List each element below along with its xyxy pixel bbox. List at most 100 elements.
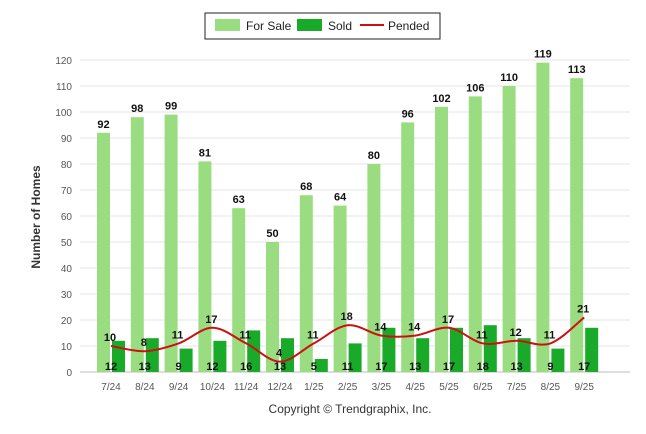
pended-data-label: 17 [442,314,454,326]
for-sale-bar [164,114,178,372]
sold-data-label: 13 [274,361,286,373]
sold-data-label: 13 [409,361,421,373]
legend-swatch-for-sale [215,19,240,31]
pended-data-label: 11 [544,329,556,341]
for-sale-bar [97,132,110,372]
sold-data-label: 9 [176,361,182,373]
for-sale-data-label: 106 [466,82,484,94]
x-tick-label: 2/25 [338,382,358,393]
pended-data-label: 14 [408,322,421,334]
pended-data-label: 12 [509,327,521,339]
copyright-text: Copyright © Trendgraphix, Inc. [269,402,432,416]
sold-data-label: 9 [547,361,553,373]
x-tick-label: 7/25 [507,382,527,393]
for-sale-data-label: 92 [97,119,109,131]
sold-data-label: 12 [105,361,117,373]
sold-bar [179,348,193,372]
legend-swatch-sold [297,19,322,31]
sold-data-label: 17 [578,361,590,373]
sold-bar [281,338,294,372]
for-sale-data-label: 96 [402,108,414,120]
for-sale-data-label: 68 [300,181,312,193]
sold-bar [450,327,463,372]
y-tick-label: 20 [61,316,73,327]
for-sale-data-label: 63 [233,194,245,206]
for-sale-data-label: 64 [334,192,347,204]
sold-data-label: 11 [342,361,354,373]
legend-label-sold: Sold [328,19,352,33]
y-tick-label: 40 [61,264,73,275]
sold-data-label: 17 [443,361,455,373]
for-sale-bar [401,122,415,373]
y-tick-label: 90 [61,134,73,145]
sold-data-label: 5 [311,361,317,373]
pended-data-label: 18 [340,311,352,323]
y-tick-label: 30 [61,290,73,301]
legend-label-pended: Pended [388,19,429,33]
for-sale-data-label: 113 [568,64,586,76]
pended-data-label: 4 [276,348,283,360]
sold-data-label: 13 [510,361,522,373]
for-sale-bar [198,161,212,372]
y-tick-label: 100 [55,108,72,119]
x-tick-label: 9/25 [574,382,594,393]
x-tick-label: 8/25 [541,382,561,393]
sold-bar [145,338,159,372]
y-tick-label: 110 [56,82,72,93]
x-tick-label: 12/24 [267,382,292,393]
sold-data-label: 17 [375,361,387,373]
for-sale-data-label: 102 [432,93,450,105]
for-sale-data-label: 110 [500,72,518,84]
y-axis-title: Number of Homes [29,165,43,269]
for-sale-data-label: 119 [534,49,552,61]
for-sale-data-label: 50 [266,228,278,240]
x-tick-label: 5/25 [439,382,459,393]
x-tick-label: 1/25 [304,382,324,393]
pended-data-label: 14 [374,322,387,334]
for-sale-bar [232,208,246,372]
x-tick-label: 10/24 [200,382,225,393]
pended-data-label: 11 [476,329,488,341]
pended-line [110,316,585,363]
for-sale-bar [570,78,584,372]
x-tick-label: 7/24 [101,382,121,393]
pended-data-label: 11 [307,329,319,341]
y-tick-label: 80 [61,160,73,171]
y-tick-label: 60 [61,212,73,223]
pended-data-label: 21 [577,303,589,315]
legend: For Sale Sold Pended [204,12,441,40]
x-tick-label: 8/24 [135,382,155,393]
y-tick-label: 0 [66,368,72,379]
for-sale-bar [266,242,279,372]
x-tick-label: 9/24 [169,382,189,393]
legend-box [204,12,441,40]
sold-bar [382,327,396,372]
pended-data-label: 17 [205,314,217,326]
sold-bar [483,325,497,372]
legend-label-for-sale: For Sale [246,19,292,33]
sold-data-label: 16 [240,361,252,373]
pended-data-label: 8 [141,337,147,349]
y-tick-label: 70 [61,186,73,197]
for-sale-data-label: 98 [131,103,143,115]
x-tick-label: 11/24 [234,382,259,393]
sold-data-label: 12 [206,361,218,373]
sold-bar [348,343,362,372]
sold-bar [517,338,531,372]
for-sale-bar [299,195,313,372]
sold-data-label: 13 [139,361,151,373]
pended-data-label: 10 [104,332,116,344]
for-sale-data-label: 99 [165,101,177,113]
x-tick-label: 3/25 [372,382,392,393]
for-sale-bar [536,62,550,372]
pended-data-label: 11 [239,329,251,341]
sold-bar [314,359,328,372]
for-sale-data-label: 80 [368,150,380,162]
sold-bar [247,330,261,372]
sold-bar [213,340,227,372]
for-sale-bar [468,96,482,373]
y-tick-label: 50 [61,238,73,249]
sold-bar [416,338,430,372]
sold-bar [551,348,565,372]
sold-bar [585,327,599,372]
